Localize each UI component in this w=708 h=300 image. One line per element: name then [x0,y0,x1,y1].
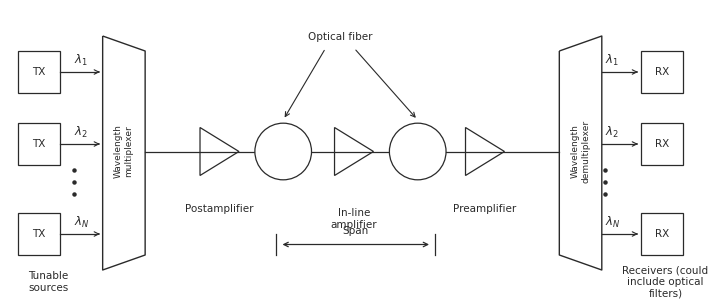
Text: Preamplifier: Preamplifier [453,203,517,214]
Text: Postamplifier: Postamplifier [185,203,253,214]
Text: Wavelength
demultiplexer: Wavelength demultiplexer [571,120,590,183]
Bar [18,123,60,165]
Text: $\lambda_1$: $\lambda_1$ [74,52,88,68]
Ellipse shape [255,123,312,180]
Ellipse shape [389,123,446,180]
Text: RX: RX [655,67,669,77]
Text: TX: TX [33,67,45,77]
Text: $\lambda_2$: $\lambda_2$ [605,124,620,140]
Text: $\lambda_1$: $\lambda_1$ [605,52,620,68]
Text: TX: TX [33,229,45,239]
Bar [641,123,683,165]
Polygon shape [200,128,239,176]
Bar [641,213,683,255]
Text: RX: RX [655,229,669,239]
Text: $\lambda_N$: $\lambda_N$ [74,214,90,230]
Bar [18,51,60,93]
Text: RX: RX [655,139,669,149]
Bar [641,51,683,93]
Polygon shape [466,128,504,176]
Text: Tunable
sources: Tunable sources [28,271,68,293]
Text: In-line
amplifier: In-line amplifier [331,208,377,230]
Text: Span: Span [343,226,369,236]
Text: Optical fiber: Optical fiber [307,32,372,43]
Text: $\lambda_2$: $\lambda_2$ [74,124,88,140]
Text: Receivers (could
include optical
filters): Receivers (could include optical filters… [622,266,708,298]
Polygon shape [334,128,374,176]
Text: TX: TX [33,139,45,149]
Text: Wavelength
multiplexer: Wavelength multiplexer [114,124,134,178]
Text: $\lambda_N$: $\lambda_N$ [605,214,621,230]
Bar [18,213,60,255]
